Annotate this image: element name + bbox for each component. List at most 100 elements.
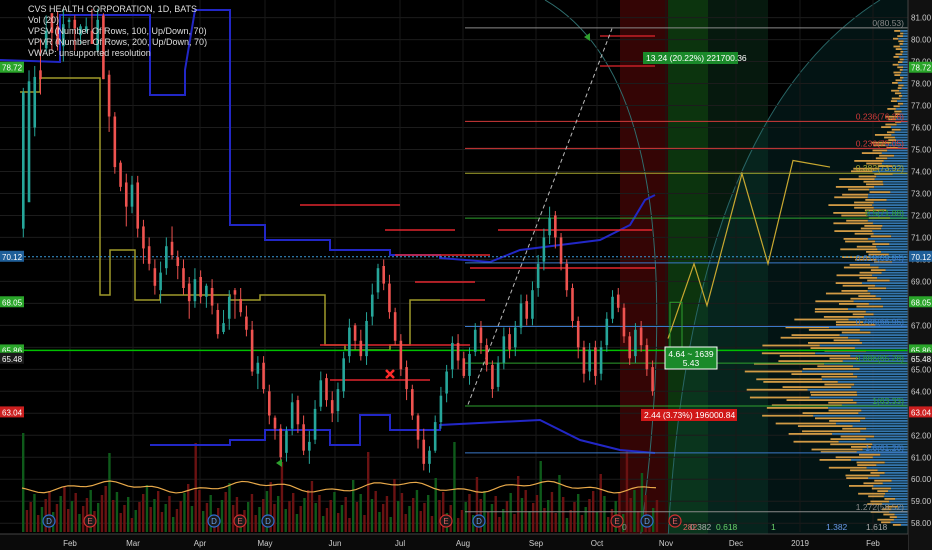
vpvr-bar-down (898, 84, 904, 87)
vpvr-bar-up (875, 240, 908, 243)
price-tag-bg (909, 406, 932, 418)
vpvr-bar-down (885, 123, 897, 126)
event-marker-label: D (644, 517, 650, 526)
vpvr-bar-up (870, 446, 908, 448)
candle-body (588, 349, 591, 372)
candle-body (22, 92, 25, 229)
vpvr-bar-up (896, 118, 908, 121)
vpvr-bar-down (856, 305, 883, 308)
vpvr-bar-down (873, 261, 893, 264)
price-tag-left-bg (0, 406, 24, 418)
vpvr-bar-up (885, 492, 908, 495)
vpvr-bar-down (895, 121, 901, 123)
fib-level-label: 0.886(65.28) (856, 353, 904, 363)
vpvr-bar-up (891, 141, 908, 144)
vpvr-bar-up (895, 108, 908, 110)
candle-body (502, 336, 506, 363)
fib-level-label: 0(80.53) (872, 18, 904, 28)
vpvr-bar-up (877, 248, 908, 251)
dividend-marker-icon (42, 514, 56, 528)
volume-bar (412, 498, 415, 532)
vpvr-bar-up (902, 95, 908, 97)
vpvr-bar-up (877, 469, 908, 472)
price-tag-label: 65.48 (911, 355, 932, 364)
volume-bar (123, 505, 126, 532)
vpvr-bar-up (807, 388, 908, 391)
x-tick-label: 2019 (791, 539, 809, 548)
vpvr-bar-up (850, 355, 908, 357)
vpvr-bar-up (896, 123, 908, 126)
vpvr-bar-down (892, 63, 899, 66)
vpvr-bar-down (810, 347, 855, 349)
measure-label-down: 2.44 (3.73%) 196000.84 (644, 410, 735, 420)
vpvr-bar-down (744, 370, 803, 373)
vpvr-bar-up (899, 89, 908, 92)
candle-body (216, 309, 220, 335)
vpvr-bar-up (901, 79, 908, 82)
candle-body (611, 296, 614, 319)
candle-body (67, 19, 71, 22)
vpvr-bar-down (828, 466, 867, 469)
legend-line-vpvr: VPVR (Number Of Rows, 200, Up/Down, 70) (28, 37, 208, 47)
candle-body (353, 325, 357, 341)
vpvr-bar-up (873, 232, 908, 235)
volume-bar (558, 475, 561, 532)
volume-bar (265, 491, 269, 532)
vpvr-bar-down (749, 396, 810, 399)
vpvr-bar-up (870, 264, 908, 266)
candle-body (599, 347, 603, 374)
vpvr-bar-up (884, 461, 908, 464)
price-tag-left-label: 63.04 (2, 408, 23, 417)
vpvr-bar-up (883, 160, 908, 162)
vpvr-bar-up (893, 518, 908, 521)
vpvr-bar-up (896, 100, 908, 102)
candle-body (628, 336, 631, 359)
candle-body (176, 257, 180, 266)
vpvr-bar-up (860, 420, 908, 422)
vpvr-bar-up (876, 245, 908, 248)
vpvr-bar-up (875, 284, 908, 287)
candle-body (222, 323, 225, 332)
fib-level-label: 0.786(66.95) (856, 316, 904, 326)
candle-body (639, 327, 643, 346)
volume-bar (202, 511, 205, 532)
volume-bar (145, 485, 149, 532)
vpvr-bar-up (900, 74, 908, 76)
candle-body (319, 380, 323, 407)
vpvr-bar-up (872, 443, 908, 446)
candle-body (376, 268, 380, 293)
vpvr-bar-up (886, 287, 908, 290)
volume-bar (340, 505, 344, 532)
volume-bar (430, 516, 434, 532)
vpvr-bar-down (802, 430, 861, 433)
vpvr-bar-down (810, 394, 858, 396)
vpvr-bar-down (815, 417, 866, 420)
vpvr-bar-down (854, 232, 874, 235)
volume-bar (205, 503, 209, 532)
candle-body (405, 367, 408, 390)
vpvr-bar-down (779, 355, 851, 357)
vpvr-bar-down (842, 193, 869, 196)
volume-bar (115, 492, 119, 532)
candle-body (336, 389, 340, 412)
vpvr-bar-down (852, 313, 874, 316)
vpvr-bar-up (863, 316, 908, 318)
vpvr-bar-down (766, 407, 829, 409)
volume-bar (408, 506, 411, 532)
vpvr-bar-down (894, 74, 901, 76)
vpvr-bar-up (896, 516, 908, 518)
volume-bar (385, 496, 389, 532)
vpvr-bar-down (900, 32, 904, 35)
y-tick-label: 80.00 (911, 36, 932, 45)
candle-body (153, 268, 157, 286)
volume-bar (97, 503, 100, 532)
volume-bar (599, 474, 602, 532)
vpvr-bar-down (846, 219, 868, 222)
vpvr-bar-down (895, 79, 902, 82)
volume-bar (40, 507, 44, 532)
volume-bar (142, 494, 145, 532)
candle-body (542, 237, 546, 262)
vpvr-bar-up (848, 318, 908, 321)
vpvr-bar-up (869, 188, 908, 191)
